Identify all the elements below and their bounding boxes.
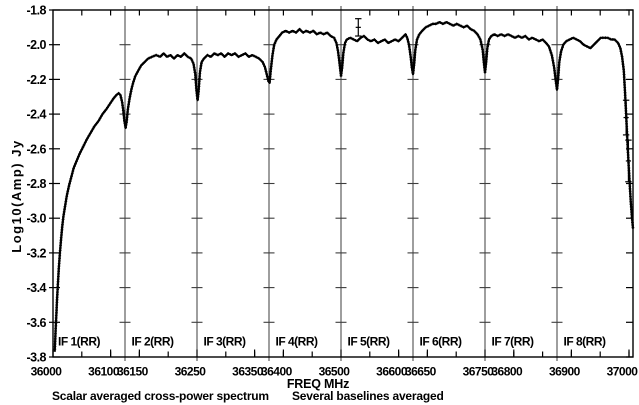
- x-tick-label: 36150: [117, 365, 149, 379]
- if-band-label: IF 4(RR): [276, 335, 319, 349]
- plot-border: [52, 9, 634, 358]
- y-tick-label: -3.0: [26, 212, 46, 226]
- x-tick-label: 36250: [175, 365, 207, 379]
- if-band-label: IF 5(RR): [348, 335, 391, 349]
- if-band-label: IF 6(RR): [420, 335, 463, 349]
- x-tick-label: 36400: [261, 365, 293, 379]
- y-tick-label: -3.2: [26, 246, 46, 260]
- y-tick-label: -2.8: [26, 177, 46, 191]
- x-tick-label: 36600: [376, 365, 408, 379]
- if-band-label: IF 1(RR): [58, 335, 101, 349]
- x-tick-label: 36650: [405, 365, 437, 379]
- footer-caption-left: Scalar averaged cross-power spectrum: [52, 389, 269, 403]
- plus-markers: [53, 21, 635, 351]
- y-tick-label: -1.8: [26, 4, 46, 18]
- if-band-label: IF 8(RR): [564, 335, 607, 349]
- x-tick-label: 36900: [549, 365, 581, 379]
- y-tick-label: -2.4: [26, 108, 46, 122]
- y-tick-label: -3.8: [26, 351, 46, 365]
- x-tick-label: 36350: [232, 365, 264, 379]
- if-band-label: IF 7(RR): [492, 335, 535, 349]
- x-tick-label: 36500: [319, 365, 351, 379]
- y-tick-label: -3.6: [26, 316, 46, 330]
- x-tick-label: 37000: [607, 365, 639, 379]
- y-tick-label: -2.0: [26, 38, 46, 52]
- footer-caption-right: Several baselines averaged: [292, 389, 444, 403]
- x-axis-title: FREQ MHz: [286, 377, 350, 391]
- x-tick-label: 36100: [88, 365, 120, 379]
- y-axis-title: Log10(Amp) Jy: [9, 139, 24, 253]
- if-band-label: IF 3(RR): [204, 335, 247, 349]
- y-tick-label: -2.6: [26, 142, 46, 156]
- if-band-label: IF 2(RR): [132, 335, 175, 349]
- x-tick-label: 36000: [31, 365, 63, 379]
- x-tick-label: 36750: [463, 365, 495, 379]
- y-tick-label: -2.2: [26, 73, 46, 87]
- y-tick-label: -3.4: [26, 281, 46, 295]
- spectrum-curve: [53, 21, 635, 352]
- x-tick-label: 36800: [491, 365, 523, 379]
